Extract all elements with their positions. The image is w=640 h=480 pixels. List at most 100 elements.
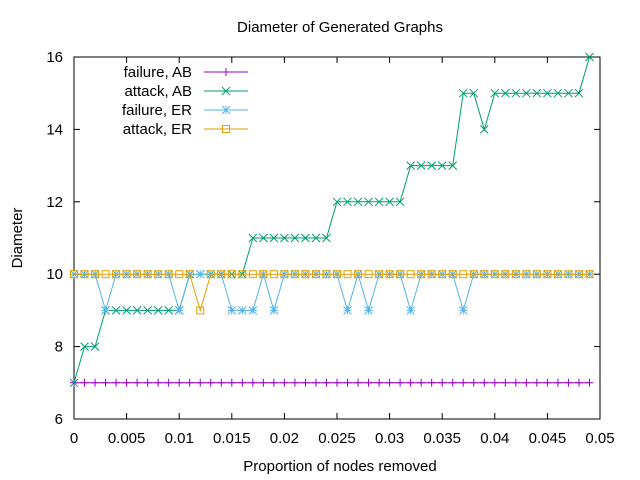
data-point	[564, 378, 573, 387]
legend-label: failure, AB	[124, 64, 192, 81]
data-point	[406, 270, 415, 279]
y-tick-label: 14	[46, 121, 63, 138]
data-point	[322, 378, 331, 387]
data-point	[311, 233, 321, 243]
data-point	[90, 342, 100, 351]
data-point	[80, 270, 89, 279]
data-point	[500, 88, 510, 98]
data-point	[227, 270, 236, 279]
data-point	[375, 270, 384, 279]
data-point	[290, 270, 299, 279]
series-line	[73, 56, 590, 383]
data-point	[354, 378, 363, 387]
data-point	[585, 378, 594, 387]
data-point	[101, 306, 110, 315]
data-point	[501, 378, 510, 387]
data-point	[343, 306, 352, 315]
data-point	[280, 378, 289, 387]
x-tick-label: 0.05	[585, 430, 614, 447]
data-point	[553, 270, 562, 279]
x-tick-label: 0.01	[165, 430, 194, 447]
data-point	[427, 161, 437, 170]
data-point	[343, 197, 352, 207]
legend-label: attack, ER	[123, 121, 192, 138]
data-point	[269, 233, 279, 243]
y-axis-ticks: 6 8 10 12 14 16	[46, 49, 600, 428]
data-point	[511, 270, 520, 279]
data-point	[416, 161, 426, 170]
data-point	[490, 378, 499, 387]
data-point	[175, 270, 184, 279]
data-point	[238, 378, 247, 387]
data-point	[564, 270, 573, 279]
data-point	[290, 233, 300, 243]
data-point	[511, 378, 520, 387]
chart-title: Diameter of Generated Graphs	[237, 19, 443, 36]
data-point	[417, 270, 426, 279]
data-point	[333, 378, 341, 387]
data-point	[333, 270, 341, 279]
data-point	[311, 378, 320, 387]
data-point	[259, 378, 268, 387]
data-point	[259, 233, 268, 243]
data-point	[132, 306, 142, 315]
data-point	[143, 378, 152, 387]
data-point	[343, 378, 352, 387]
data-point	[217, 378, 226, 387]
data-point	[301, 233, 310, 243]
data-point	[522, 88, 531, 98]
data-point	[532, 378, 541, 387]
y-axis-label: Diameter	[9, 208, 26, 269]
data-point	[175, 378, 184, 387]
data-point	[332, 197, 342, 207]
x-tick-label: 0.02	[270, 430, 299, 447]
y-tick-label: 16	[46, 49, 63, 66]
data-point	[479, 125, 489, 134]
data-point	[280, 270, 289, 279]
data-point	[396, 270, 405, 279]
data-point	[406, 306, 415, 315]
data-point	[154, 378, 163, 387]
data-point	[122, 378, 131, 387]
x-tick-label: 0.025	[318, 430, 356, 447]
data-point	[133, 378, 142, 387]
data-point	[459, 378, 468, 387]
data-point	[206, 378, 215, 387]
data-point	[458, 306, 468, 315]
x-axis-label: Proportion of nodes removed	[243, 458, 436, 475]
data-point	[196, 306, 205, 315]
data-point	[364, 197, 373, 207]
series-3	[70, 270, 594, 315]
data-point	[122, 306, 131, 315]
data-point	[248, 306, 258, 315]
data-point	[227, 306, 237, 315]
data-point	[448, 161, 458, 170]
data-point	[91, 378, 100, 387]
x-tick-label: 0.045	[529, 430, 567, 447]
data-point	[280, 233, 289, 243]
data-point	[269, 378, 278, 387]
data-point	[69, 378, 79, 388]
data-point	[101, 270, 110, 279]
data-point	[237, 306, 247, 315]
data-point	[574, 378, 583, 387]
data-point	[227, 378, 236, 387]
data-point	[543, 378, 552, 387]
data-point	[101, 378, 110, 387]
data-point	[91, 270, 100, 279]
data-point	[143, 270, 152, 279]
data-point	[553, 88, 563, 98]
data-point	[417, 378, 426, 387]
data-point	[385, 197, 394, 207]
data-point	[269, 270, 278, 279]
data-point	[322, 233, 331, 243]
data-point	[459, 270, 468, 279]
data-point	[364, 306, 373, 315]
legend-marker	[221, 86, 231, 96]
y-tick-label: 12	[46, 194, 63, 211]
data-point	[238, 270, 247, 279]
data-point	[217, 270, 226, 279]
data-point	[532, 270, 541, 279]
data-point	[322, 270, 331, 279]
legend-marker	[221, 105, 231, 115]
